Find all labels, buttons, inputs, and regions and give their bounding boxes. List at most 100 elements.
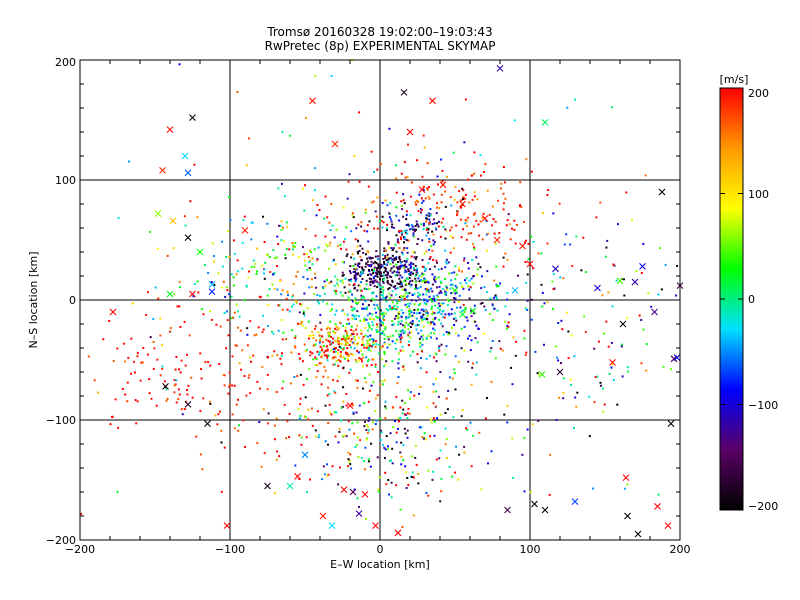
data-point-dot <box>474 337 477 340</box>
data-point-dot <box>273 271 276 274</box>
data-point-dot <box>412 514 415 517</box>
data-point-dot <box>281 289 284 292</box>
data-point-dot <box>420 308 423 311</box>
data-point-dot <box>375 331 378 333</box>
data-point-dot <box>475 373 478 376</box>
data-point-dot <box>496 297 498 300</box>
data-point-dot <box>255 273 258 275</box>
data-point-dot <box>202 313 205 316</box>
data-point-dot <box>349 453 352 456</box>
data-point-dot <box>423 298 426 301</box>
data-point-dot <box>388 127 391 130</box>
data-point-dot <box>486 397 488 399</box>
data-point-dot <box>400 336 403 339</box>
data-point-dot <box>417 295 420 297</box>
data-point-dot <box>317 331 320 334</box>
data-point-dot <box>225 256 228 258</box>
data-point-dot <box>374 307 376 310</box>
data-point-dot <box>327 443 329 446</box>
data-point-dot <box>387 309 389 312</box>
data-point-dot <box>418 274 421 277</box>
data-point-dot <box>155 404 158 407</box>
data-point-dot <box>440 313 443 315</box>
data-point-dot <box>454 355 457 358</box>
data-point-dot <box>491 340 494 342</box>
data-point-dot <box>506 298 509 301</box>
data-point-dot <box>612 379 615 382</box>
data-point-dot <box>399 508 402 511</box>
data-point-dot <box>388 212 391 215</box>
data-point-dot <box>507 321 510 324</box>
data-point-dot <box>345 338 348 341</box>
data-point-dot <box>529 491 532 494</box>
data-point-dot <box>373 298 376 301</box>
data-point-dot <box>395 256 398 259</box>
data-point-dot <box>370 384 373 387</box>
data-point-dot <box>326 302 329 305</box>
data-point-dot <box>537 419 540 422</box>
data-point-dot <box>245 164 248 167</box>
data-point-dot <box>421 175 424 178</box>
data-point-dot <box>421 259 424 261</box>
data-point-dot <box>434 298 437 301</box>
data-point-dot <box>314 327 316 330</box>
data-point-dot <box>338 430 341 433</box>
data-point-dot <box>342 337 345 340</box>
data-point-dot <box>355 361 358 364</box>
data-point-dot <box>201 308 204 311</box>
data-point-dot <box>531 423 534 426</box>
data-point-dot <box>471 198 474 201</box>
data-point-dot <box>380 429 382 432</box>
data-point-dot <box>349 265 352 268</box>
data-point-dot <box>349 334 352 337</box>
data-point-dot <box>385 360 388 363</box>
data-point-dot <box>394 274 397 276</box>
data-point-dot <box>257 326 260 329</box>
data-point-dot <box>473 246 475 249</box>
data-point-dot <box>524 307 527 310</box>
data-point-cross <box>519 242 526 250</box>
data-point-dot <box>494 242 497 245</box>
data-point-dot <box>425 336 428 339</box>
data-point-dot <box>352 333 355 335</box>
data-point-dot <box>428 248 431 251</box>
data-point-dot <box>506 421 509 424</box>
data-point-dot <box>360 289 363 292</box>
data-point-dot <box>318 341 321 344</box>
data-point-dot <box>316 294 319 297</box>
data-point-dot <box>383 353 386 355</box>
data-point-dot <box>361 360 363 363</box>
data-point-dot <box>237 398 239 401</box>
data-point-dot <box>548 493 551 496</box>
data-point-dot <box>383 312 386 315</box>
data-point-dot <box>543 302 546 305</box>
data-point-dot <box>417 225 420 228</box>
data-point-dot <box>453 372 456 375</box>
data-point-dot <box>401 208 404 211</box>
data-point-dot <box>413 256 416 259</box>
data-point-dot <box>379 291 382 294</box>
data-point-dot <box>576 391 579 394</box>
data-point-dot <box>335 290 338 293</box>
data-point-dot <box>324 404 327 407</box>
data-point-dot <box>383 297 386 299</box>
data-point-dot <box>308 367 311 370</box>
data-point-dot <box>256 380 259 383</box>
data-point-dot <box>379 439 382 442</box>
data-point-dot <box>331 308 334 311</box>
data-point-dot <box>219 410 221 413</box>
data-point-dot <box>399 406 402 409</box>
data-point-dot <box>456 201 459 204</box>
data-point-dot <box>407 224 410 227</box>
data-point-dot <box>374 363 377 366</box>
data-point-dot <box>204 264 206 267</box>
data-point-dot <box>615 279 618 282</box>
data-point-dot <box>307 256 310 258</box>
data-point-dot <box>358 315 361 318</box>
data-point-dot <box>425 250 428 253</box>
data-point-dot <box>178 280 181 283</box>
data-point-dot <box>458 269 461 272</box>
data-point-dot <box>460 327 463 330</box>
data-point-dot <box>386 346 389 349</box>
data-point-dot <box>433 329 436 331</box>
